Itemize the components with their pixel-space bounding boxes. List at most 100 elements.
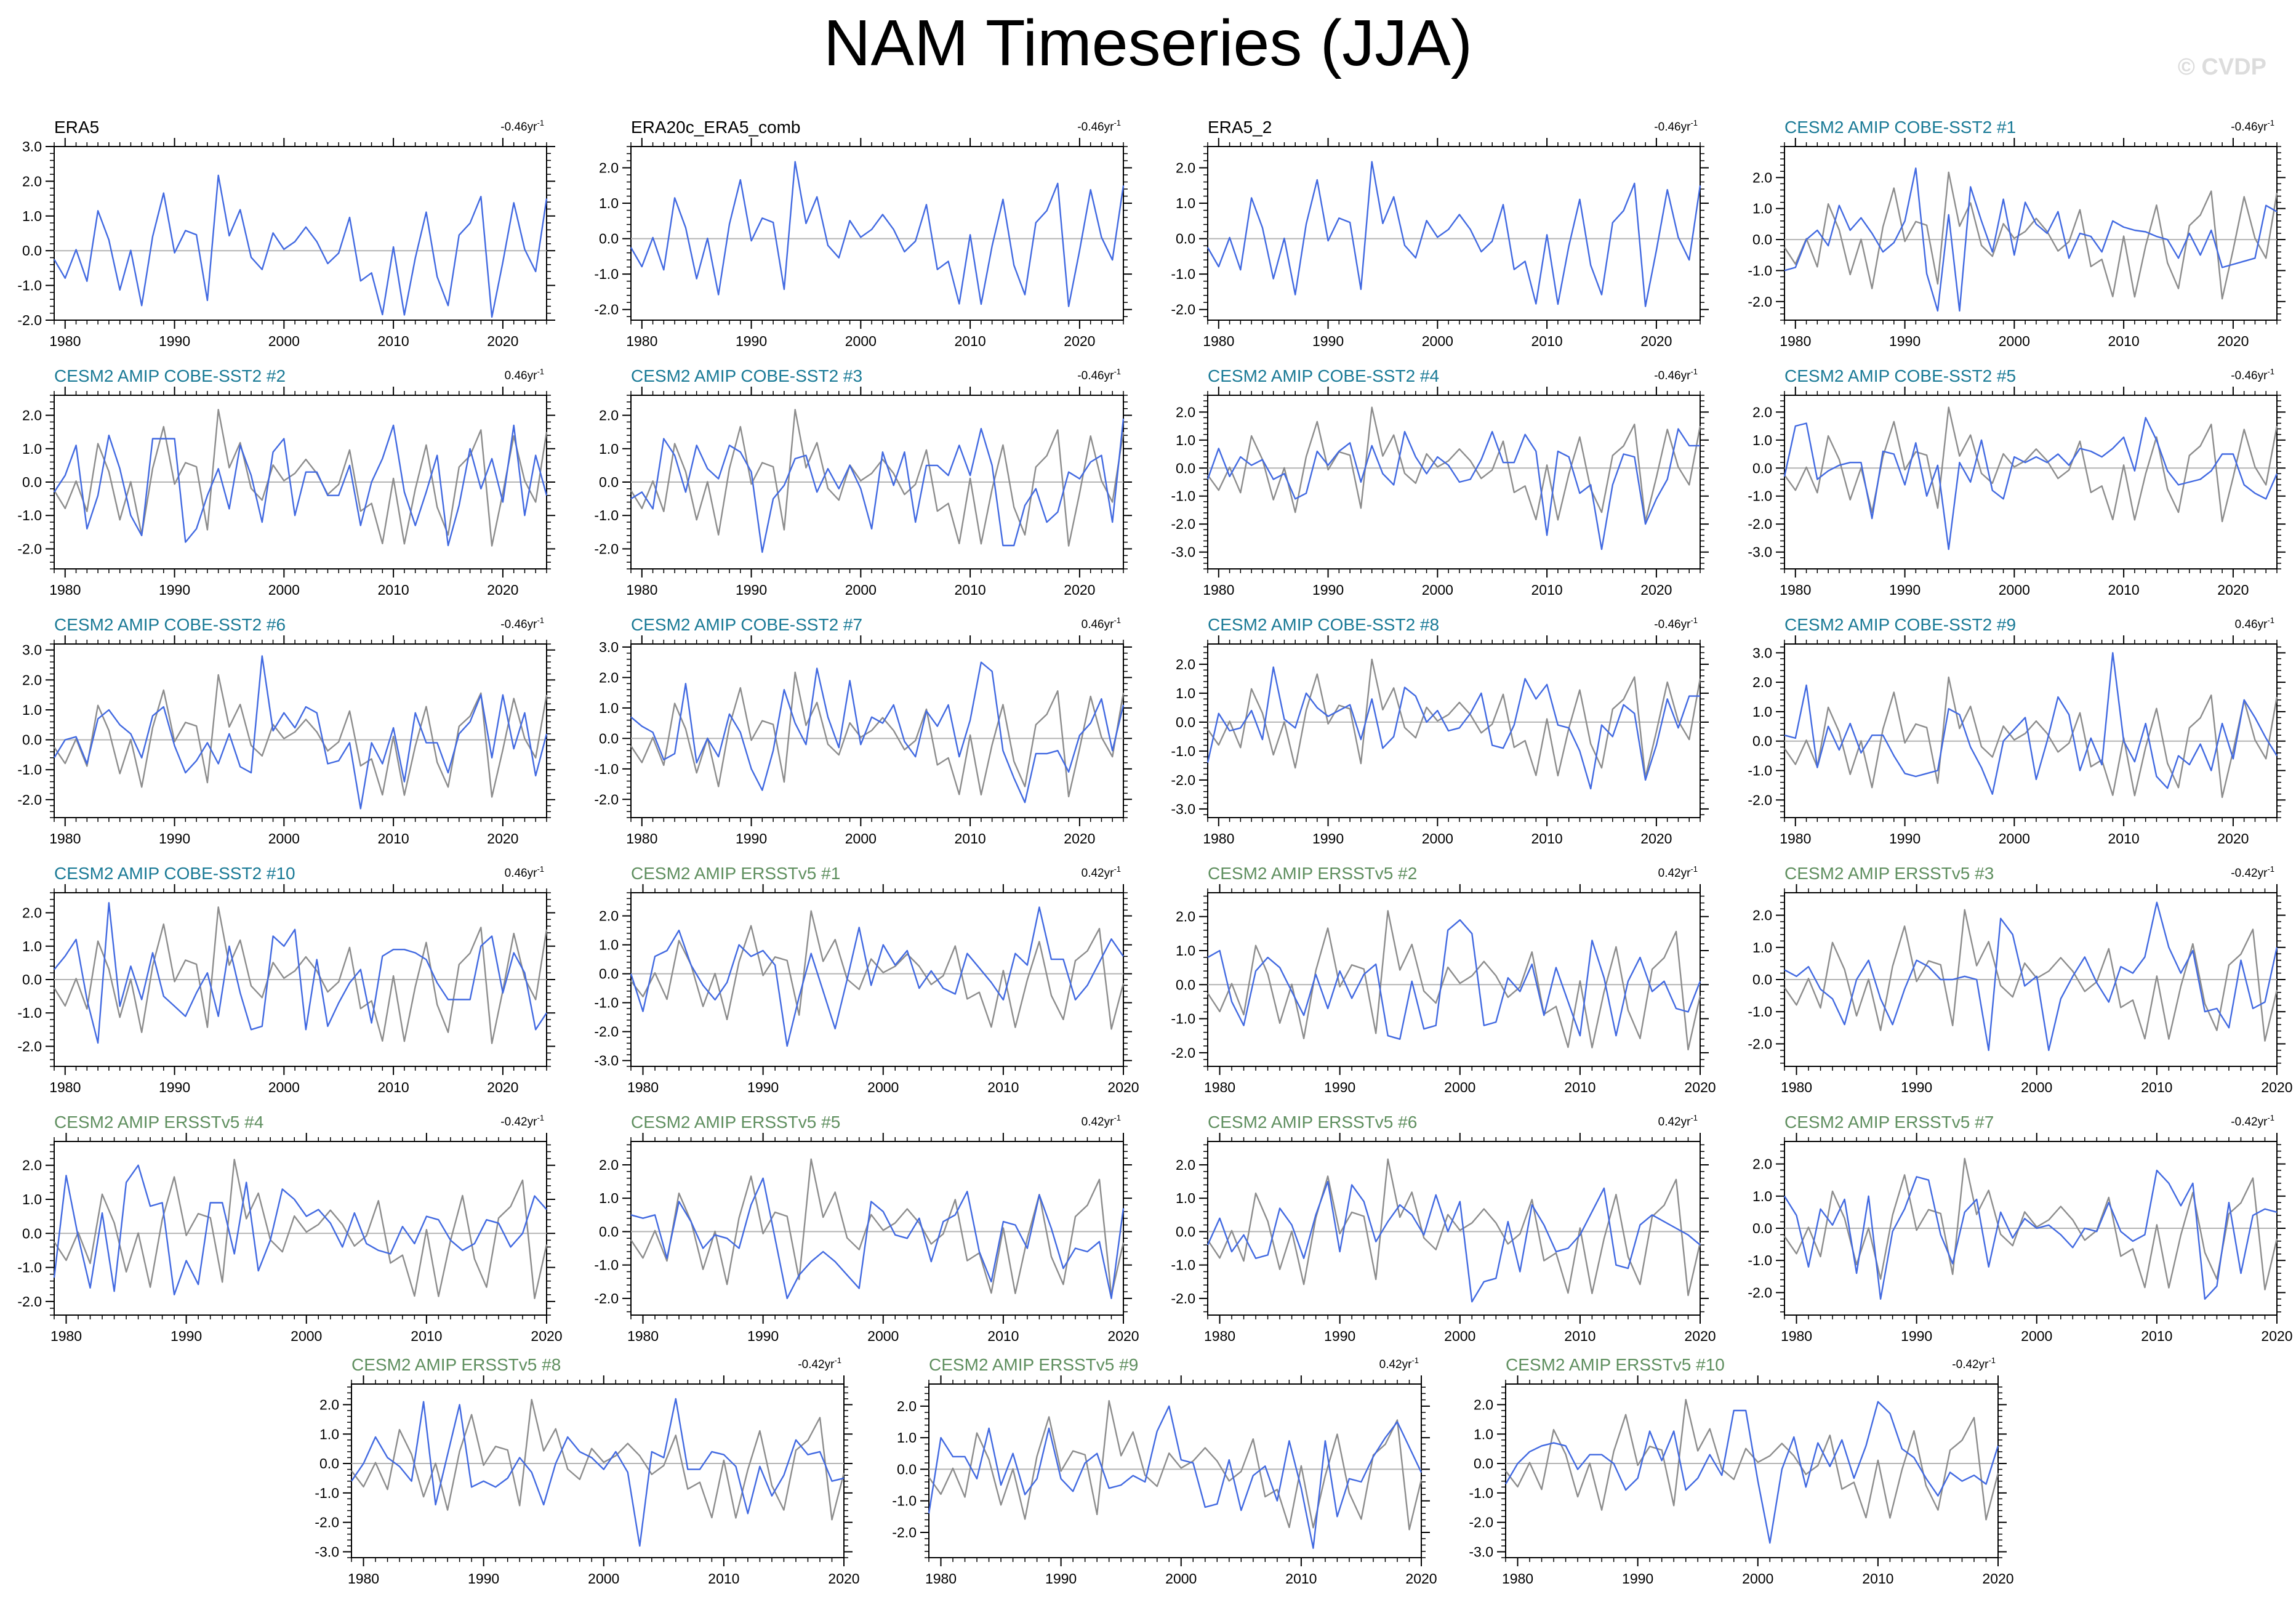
panel-title: CESM2 AMIP COBE-SST2 #3 bbox=[631, 366, 862, 385]
observed-series-line bbox=[1784, 909, 2278, 1042]
x-tick-label: 2020 bbox=[1640, 831, 1672, 847]
nam-panel: 2.0 1.0 0.0 -1.0 -2.0 1980 1990 2000 2010 2020 CES… bbox=[594, 1113, 1139, 1344]
nam-panel: 2.0 1.0 0.0 -1.0 -2.0 1980 1990 2000 2010 2020 CES… bbox=[1748, 1113, 2292, 1344]
x-tick-label: 2010 bbox=[955, 582, 986, 598]
y-tick-label: 3.0 bbox=[22, 139, 42, 155]
y-tick-label: 2.0 bbox=[22, 408, 42, 424]
y-tick-label: -1.0 bbox=[1171, 1257, 1195, 1273]
x-tick-label: 2000 bbox=[845, 582, 877, 598]
x-tick-label: 1990 bbox=[1312, 831, 1344, 847]
y-tick-label: 0.0 bbox=[1752, 460, 1772, 476]
trend-value: -0.42yr bbox=[500, 1116, 537, 1129]
y-tick-label: 0.0 bbox=[1752, 972, 1772, 988]
trend-value: -0.46yr bbox=[1654, 121, 1691, 134]
nam-panel: 3.0 2.0 1.0 0.0 -1.0 -2.0 1980 1990 2000 2010 2020… bbox=[17, 118, 555, 349]
trend-label: -0.42yr-1 bbox=[2231, 1113, 2274, 1129]
trend-value: 0.46yr bbox=[2235, 618, 2268, 631]
x-tick-label: 2020 bbox=[1640, 333, 1672, 349]
panel-title: ERA5_2 bbox=[1208, 118, 1272, 137]
x-tick-label: 2020 bbox=[2261, 1079, 2292, 1095]
trend-value: -0.46yr bbox=[500, 618, 537, 631]
y-tick-label: -2.0 bbox=[594, 302, 619, 318]
trend-label: 0.42yr-1 bbox=[1658, 864, 1698, 880]
y-tick-label: -2.0 bbox=[892, 1524, 917, 1540]
panel-title: CESM2 AMIP COBE-SST2 #8 bbox=[1208, 615, 1439, 634]
trend-exponent: -1 bbox=[537, 118, 544, 127]
trend-label: -0.46yr-1 bbox=[1654, 367, 1698, 382]
y-tick-label: -1.0 bbox=[1171, 1011, 1195, 1027]
y-tick-label: 2.0 bbox=[319, 1396, 339, 1412]
y-tick-label: 2.0 bbox=[599, 160, 619, 176]
y-tick-label: -2.0 bbox=[1748, 516, 1772, 532]
y-tick-label: 2.0 bbox=[1176, 909, 1195, 925]
panel-title: CESM2 AMIP ERSSTv5 #7 bbox=[1784, 1113, 1994, 1132]
nam-panel: 2.0 1.0 0.0 -1.0 -2.0 1980 1990 2000 2010 2020 CES… bbox=[1171, 1113, 1716, 1344]
y-tick-label: -1.0 bbox=[17, 1260, 42, 1276]
plot-frame bbox=[351, 1383, 845, 1558]
model-series-line bbox=[1207, 919, 1701, 1040]
panel-title: CESM2 AMIP ERSSTv5 #6 bbox=[1208, 1113, 1417, 1132]
x-tick-label: 2020 bbox=[487, 333, 518, 349]
trend-exponent: -1 bbox=[1988, 1356, 1996, 1365]
model-series-line bbox=[630, 418, 1125, 553]
trend-label: -0.46yr-1 bbox=[1654, 118, 1698, 134]
x-tick-label: 1980 bbox=[1780, 831, 1811, 847]
x-tick-label: 2010 bbox=[1862, 1571, 1893, 1587]
panel-title: CESM2 AMIP COBE-SST2 #5 bbox=[1784, 366, 2016, 385]
y-tick-label: 2.0 bbox=[1752, 1156, 1772, 1172]
x-tick-label: 1990 bbox=[159, 1079, 190, 1095]
plot-frame bbox=[630, 643, 1124, 818]
y-tick-label: 1.0 bbox=[599, 700, 619, 716]
nam-panel: 2.0 1.0 0.0 -1.0 -2.0 1980 1990 2000 2010 2020 ERA… bbox=[1171, 118, 1709, 349]
x-tick-label: 1980 bbox=[49, 1079, 81, 1095]
model-series-line bbox=[1206, 428, 1700, 550]
y-tick-label: 0.0 bbox=[22, 243, 42, 259]
y-tick-label: -1.0 bbox=[17, 278, 42, 294]
x-tick-label: 2020 bbox=[2217, 582, 2249, 598]
observed-series-line bbox=[53, 409, 548, 547]
y-tick-label: 2.0 bbox=[22, 1157, 42, 1173]
x-tick-label: 2010 bbox=[378, 333, 409, 349]
x-tick-label: 1990 bbox=[736, 582, 767, 598]
y-tick-label: 2.0 bbox=[599, 669, 619, 685]
nam-panel: 2.0 1.0 0.0 -1.0 -2.0 1980 1990 2000 2010 2020 CES… bbox=[17, 864, 555, 1095]
panel-title: CESM2 AMIP ERSSTv5 #8 bbox=[351, 1355, 561, 1374]
trend-label: -0.46yr-1 bbox=[500, 616, 544, 631]
nam-panel: 2.0 1.0 0.0 -1.0 -2.0 -3.0 1980 1990 2000 2010 202… bbox=[1748, 366, 2286, 598]
x-tick-label: 1980 bbox=[626, 333, 657, 349]
y-tick-label: -1.0 bbox=[1748, 488, 1772, 504]
y-tick-label: 1.0 bbox=[1474, 1426, 1493, 1442]
x-tick-label: 1990 bbox=[159, 582, 190, 598]
y-tick-label: 2.0 bbox=[1176, 160, 1195, 176]
x-tick-label: 1980 bbox=[49, 582, 81, 598]
plot-frame bbox=[1207, 146, 1701, 321]
x-tick-label: 2000 bbox=[867, 1328, 899, 1344]
nam-panel: 2.0 1.0 0.0 -1.0 -2.0 1980 1990 2000 2010 2020 CES… bbox=[17, 366, 555, 598]
nam-panel: 3.0 2.0 1.0 0.0 -1.0 -2.0 1980 1990 2000 2010 2020… bbox=[594, 615, 1132, 847]
trend-exponent: -1 bbox=[834, 1356, 841, 1365]
trend-value: 0.42yr bbox=[1082, 1116, 1114, 1129]
observed-series-line bbox=[351, 1399, 845, 1521]
model-series-line bbox=[630, 1177, 1125, 1300]
trend-label: -0.46yr-1 bbox=[1077, 367, 1121, 382]
x-tick-label: 2010 bbox=[411, 1328, 442, 1344]
y-tick-label: 0.0 bbox=[22, 732, 42, 748]
panel-title: CESM2 AMIP ERSSTv5 #5 bbox=[631, 1113, 840, 1132]
x-tick-label: 2020 bbox=[2217, 831, 2249, 847]
x-tick-label: 1990 bbox=[1889, 582, 1921, 598]
trend-label: -0.46yr-1 bbox=[1654, 616, 1698, 631]
observed-series-line bbox=[1784, 676, 2278, 799]
y-tick-label: 1.0 bbox=[22, 441, 42, 457]
y-tick-label: 1.0 bbox=[22, 938, 42, 954]
y-tick-label: 2.0 bbox=[22, 672, 42, 688]
x-tick-label: 2010 bbox=[1531, 582, 1563, 598]
trend-label: 0.46yr-1 bbox=[1082, 616, 1121, 631]
nam-panel: 3.0 2.0 1.0 0.0 -1.0 -2.0 1980 1990 2000 2010 2020… bbox=[17, 615, 555, 847]
x-tick-label: 2020 bbox=[1064, 831, 1095, 847]
model-series-line bbox=[630, 906, 1124, 1047]
trend-label: -0.42yr-1 bbox=[2231, 864, 2274, 880]
y-tick-label: 2.0 bbox=[1752, 674, 1772, 690]
x-tick-label: 2000 bbox=[1999, 582, 2030, 598]
trend-exponent: -1 bbox=[1690, 118, 1698, 127]
trend-label: -0.46yr-1 bbox=[1077, 118, 1121, 134]
